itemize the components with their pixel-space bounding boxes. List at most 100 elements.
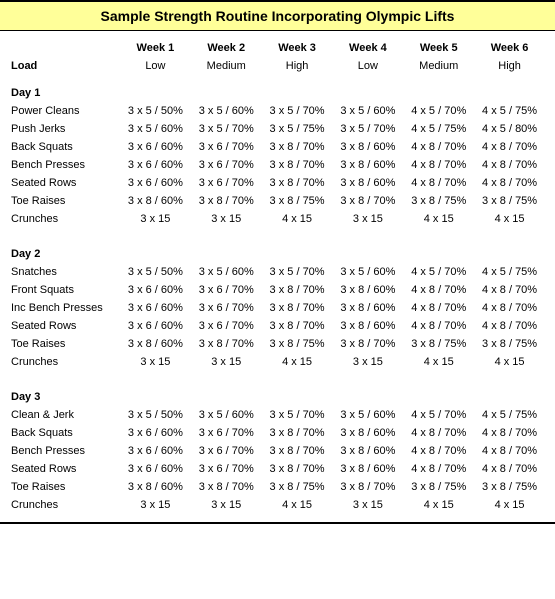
exercise-row: Clean & Jerk3 x 5 / 50%3 x 5 / 60%3 x 5 … xyxy=(10,406,545,424)
title-bar: Sample Strength Routine Incorporating Ol… xyxy=(0,0,555,31)
exercise-cell: 3 x 15 xyxy=(191,210,262,228)
spacer xyxy=(10,514,545,522)
exercise-cell: 3 x 8 / 70% xyxy=(262,299,333,317)
exercise-name: Seated Rows xyxy=(10,317,120,335)
exercise-cell: 4 x 15 xyxy=(403,496,474,514)
exercise-cell: 3 x 8 / 70% xyxy=(332,335,403,353)
exercise-row: Back Squats3 x 6 / 60%3 x 6 / 70%3 x 8 /… xyxy=(10,424,545,442)
exercise-cell: 3 x 8 / 60% xyxy=(332,281,403,299)
exercise-cell: 3 x 5 / 60% xyxy=(332,102,403,120)
week-header: Week 1 xyxy=(120,39,191,57)
exercise-cell: 3 x 6 / 60% xyxy=(120,442,191,460)
exercise-cell: 3 x 15 xyxy=(332,353,403,371)
exercise-row: Push Jerks3 x 5 / 60%3 x 5 / 70%3 x 5 / … xyxy=(10,120,545,138)
exercise-cell: 4 x 8 / 70% xyxy=(403,442,474,460)
exercise-cell: 3 x 5 / 70% xyxy=(262,263,333,281)
routine-table: Week 1Week 2Week 3Week 4Week 5Week 6Load… xyxy=(10,39,545,522)
exercise-cell: 4 x 8 / 70% xyxy=(474,317,545,335)
day-heading: Day 3 xyxy=(10,379,545,406)
exercise-cell: 4 x 5 / 80% xyxy=(474,120,545,138)
exercise-cell: 4 x 15 xyxy=(262,353,333,371)
exercise-cell: 4 x 15 xyxy=(474,210,545,228)
exercise-cell: 3 x 8 / 70% xyxy=(332,192,403,210)
exercise-cell: 3 x 15 xyxy=(191,353,262,371)
exercise-name: Front Squats xyxy=(10,281,120,299)
week-header: Week 4 xyxy=(332,39,403,57)
exercise-cell: 3 x 5 / 50% xyxy=(120,102,191,120)
exercise-cell: 3 x 6 / 60% xyxy=(120,317,191,335)
exercise-cell: 3 x 8 / 70% xyxy=(191,192,262,210)
spacer xyxy=(10,228,545,236)
load-cell: High xyxy=(474,57,545,75)
exercise-cell: 3 x 8 / 70% xyxy=(262,317,333,335)
exercise-name: Inc Bench Presses xyxy=(10,299,120,317)
content: Week 1Week 2Week 3Week 4Week 5Week 6Load… xyxy=(0,31,555,524)
week-header: Week 6 xyxy=(474,39,545,57)
exercise-cell: 3 x 8 / 70% xyxy=(191,478,262,496)
exercise-cell: 4 x 8 / 70% xyxy=(403,317,474,335)
exercise-cell: 3 x 5 / 70% xyxy=(332,120,403,138)
exercise-cell: 4 x 8 / 70% xyxy=(474,460,545,478)
exercise-row: Crunches3 x 153 x 154 x 153 x 154 x 154 … xyxy=(10,210,545,228)
exercise-cell: 3 x 8 / 60% xyxy=(332,317,403,335)
exercise-cell: 3 x 5 / 70% xyxy=(262,102,333,120)
exercise-cell: 3 x 15 xyxy=(120,353,191,371)
exercise-cell: 4 x 8 / 70% xyxy=(403,299,474,317)
exercise-cell: 4 x 8 / 70% xyxy=(474,442,545,460)
exercise-cell: 3 x 5 / 60% xyxy=(191,263,262,281)
exercise-cell: 3 x 6 / 70% xyxy=(191,442,262,460)
exercise-row: Bench Presses3 x 6 / 60%3 x 6 / 70%3 x 8… xyxy=(10,442,545,460)
exercise-cell: 4 x 15 xyxy=(262,496,333,514)
day-heading: Day 1 xyxy=(10,75,545,102)
exercise-cell: 3 x 6 / 70% xyxy=(191,460,262,478)
exercise-name: Bench Presses xyxy=(10,442,120,460)
exercise-cell: 3 x 8 / 60% xyxy=(332,299,403,317)
exercise-cell: 3 x 5 / 60% xyxy=(332,406,403,424)
exercise-cell: 4 x 5 / 75% xyxy=(474,102,545,120)
exercise-cell: 4 x 5 / 75% xyxy=(474,263,545,281)
exercise-cell: 4 x 15 xyxy=(262,210,333,228)
exercise-cell: 3 x 5 / 60% xyxy=(191,406,262,424)
exercise-cell: 3 x 6 / 60% xyxy=(120,138,191,156)
exercise-cell: 4 x 15 xyxy=(474,496,545,514)
page: Sample Strength Routine Incorporating Ol… xyxy=(0,0,555,524)
exercise-cell: 3 x 5 / 50% xyxy=(120,406,191,424)
exercise-cell: 3 x 5 / 50% xyxy=(120,263,191,281)
day-heading: Day 2 xyxy=(10,236,545,263)
exercise-cell: 3 x 8 / 75% xyxy=(403,335,474,353)
exercise-cell: 4 x 8 / 70% xyxy=(474,424,545,442)
exercise-cell: 4 x 8 / 70% xyxy=(403,138,474,156)
week-header: Week 5 xyxy=(403,39,474,57)
exercise-cell: 4 x 5 / 70% xyxy=(403,406,474,424)
exercise-cell: 4 x 8 / 70% xyxy=(474,281,545,299)
exercise-cell: 3 x 15 xyxy=(120,210,191,228)
exercise-cell: 3 x 8 / 75% xyxy=(262,335,333,353)
exercise-cell: 3 x 8 / 70% xyxy=(191,335,262,353)
week-header: Week 3 xyxy=(262,39,333,57)
exercise-cell: 3 x 8 / 70% xyxy=(262,138,333,156)
exercise-row: Seated Rows3 x 6 / 60%3 x 6 / 70%3 x 8 /… xyxy=(10,460,545,478)
exercise-cell: 4 x 5 / 70% xyxy=(403,102,474,120)
exercise-cell: 3 x 6 / 70% xyxy=(191,317,262,335)
exercise-cell: 3 x 8 / 75% xyxy=(262,192,333,210)
exercise-cell: 4 x 8 / 70% xyxy=(403,281,474,299)
week-header: Week 2 xyxy=(191,39,262,57)
exercise-name: Power Cleans xyxy=(10,102,120,120)
exercise-row: Front Squats3 x 6 / 60%3 x 6 / 70%3 x 8 … xyxy=(10,281,545,299)
exercise-cell: 3 x 5 / 60% xyxy=(332,263,403,281)
exercise-row: Power Cleans3 x 5 / 50% 3 x 5 / 60%3 x 5 … xyxy=(10,102,545,120)
exercise-cell: 3 x 6 / 70% xyxy=(191,299,262,317)
exercise-cell: 3 x 15 xyxy=(332,210,403,228)
exercise-cell: 3 x 5 / 70% xyxy=(191,120,262,138)
exercise-cell: 3 x 6 / 60% xyxy=(120,281,191,299)
exercise-name: Crunches xyxy=(10,496,120,514)
exercise-cell: 4 x 5 / 75% xyxy=(474,406,545,424)
exercise-name: Crunches xyxy=(10,210,120,228)
exercise-name: Seated Rows xyxy=(10,460,120,478)
exercise-name: Bench Presses xyxy=(10,156,120,174)
exercise-name: Back Squats xyxy=(10,138,120,156)
exercise-cell: 3 x 6 / 70% xyxy=(191,138,262,156)
exercise-cell: 4 x 8 / 70% xyxy=(403,174,474,192)
exercise-name: Snatches xyxy=(10,263,120,281)
exercise-cell: 3 x 5 / 70% xyxy=(262,406,333,424)
